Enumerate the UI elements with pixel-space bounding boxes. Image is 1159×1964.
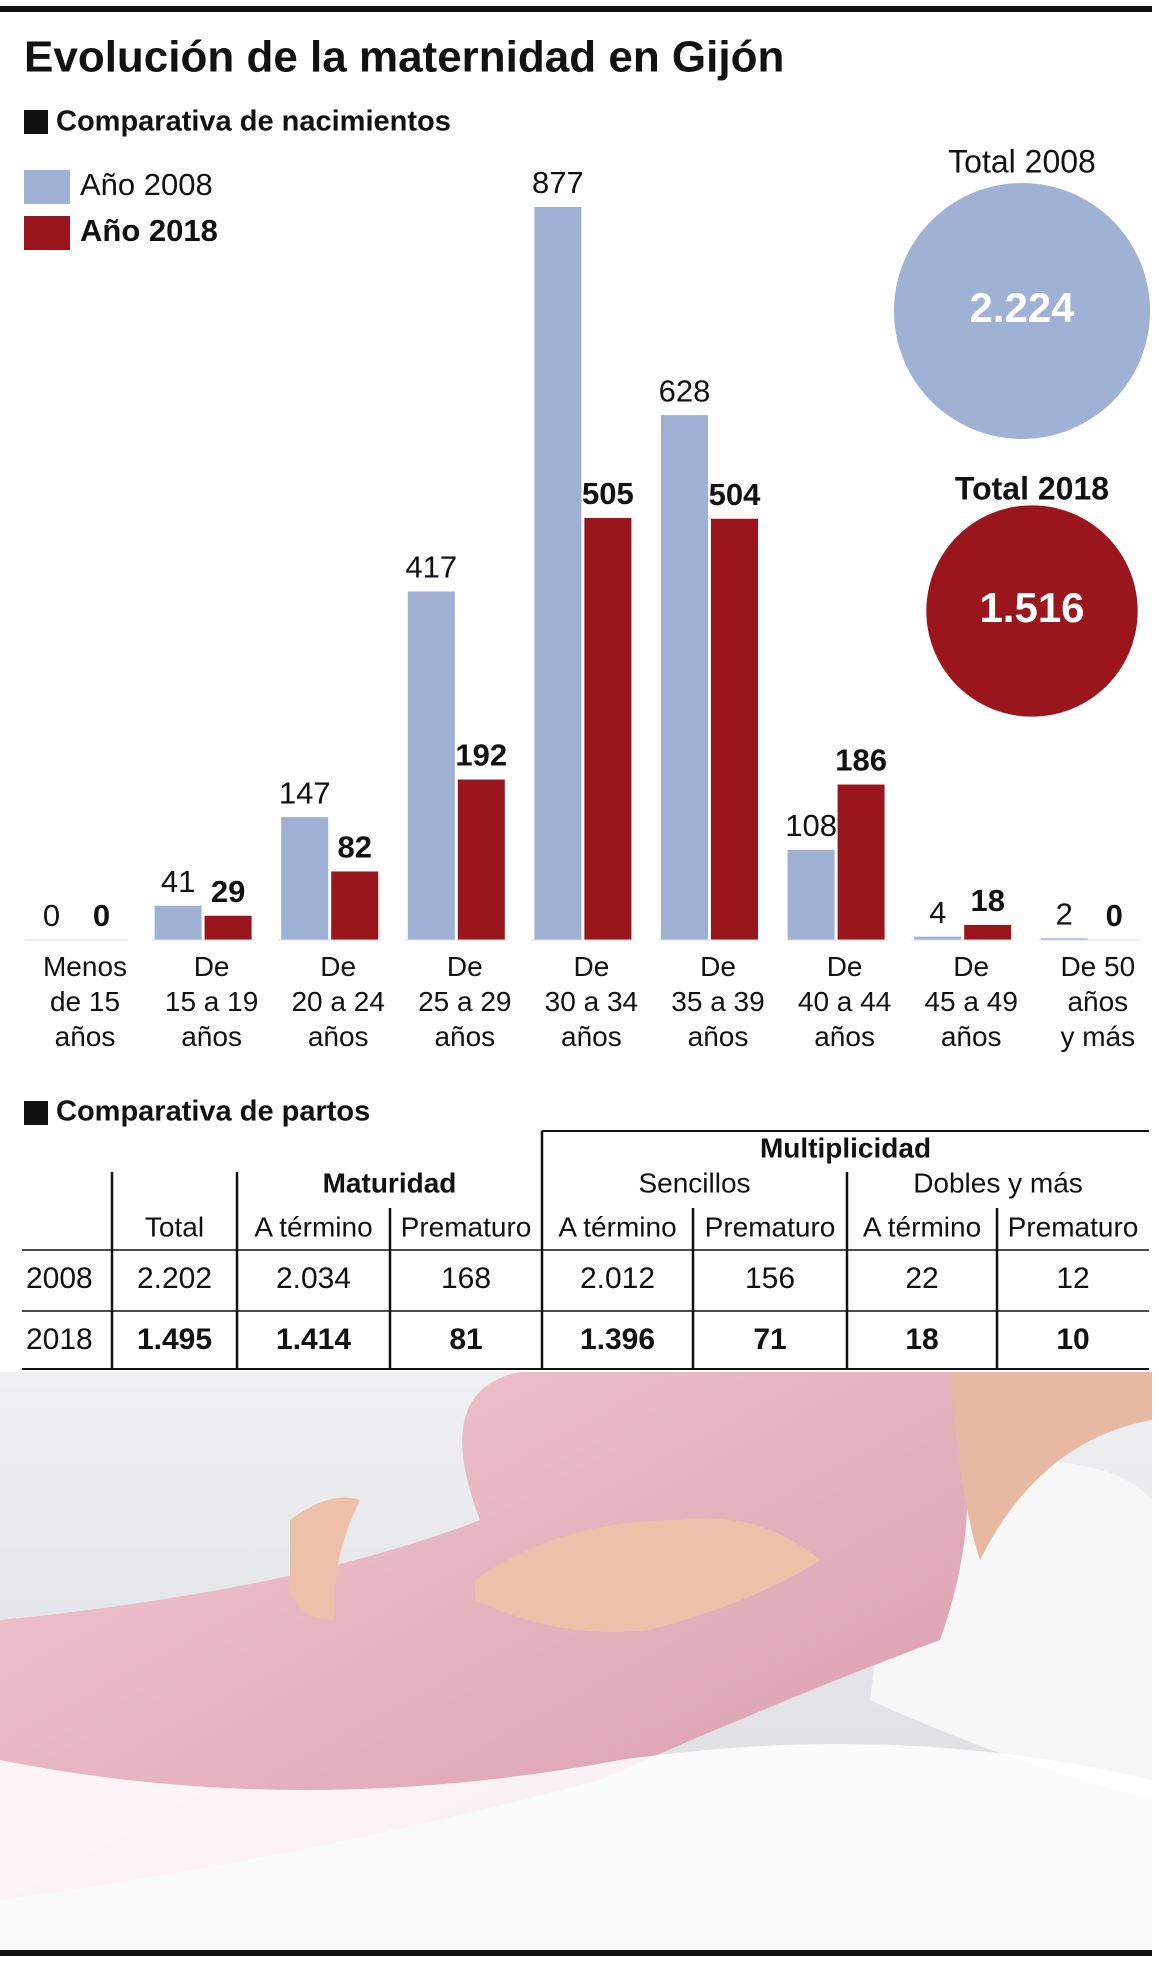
bar (787, 849, 835, 940)
legend-label: Año 2018 (80, 213, 218, 248)
x-tick-label: De 20 a 24 años (291, 951, 385, 1052)
value-label: 628 (659, 373, 711, 408)
total-value: 1.516 (979, 584, 1084, 631)
bar (154, 905, 202, 940)
table-cell: 22 (905, 1262, 938, 1295)
subgroup-header: Sencillos (638, 1167, 750, 1198)
table-cell: 156 (745, 1262, 795, 1295)
bar (661, 415, 708, 940)
value-label: 505 (582, 476, 634, 511)
row-header: 2018 (26, 1323, 93, 1356)
value-label: 2 (1056, 897, 1073, 932)
total-circle (894, 183, 1150, 439)
column-header: A término (558, 1211, 676, 1242)
subgroup-header: Dobles y más (913, 1167, 1083, 1198)
value-label: 186 (835, 743, 887, 778)
table-cell: 2.202 (137, 1262, 212, 1295)
x-tick-label: De 25 a 29 años (418, 951, 512, 1052)
value-label: 192 (455, 738, 507, 773)
table-cell: 12 (1056, 1262, 1089, 1295)
photo (0, 1372, 1152, 1956)
x-tick-label: Menos de 15 años (42, 951, 128, 1052)
bar (1040, 938, 1088, 940)
table-cell: 168 (441, 1262, 491, 1295)
bar (281, 817, 329, 940)
bar (331, 871, 379, 940)
bar (204, 915, 252, 940)
table-cell: 10 (1056, 1323, 1089, 1356)
table-cell: 81 (449, 1323, 482, 1356)
value-label: 877 (532, 165, 584, 200)
table-cell: 18 (905, 1323, 938, 1356)
top-rule (0, 6, 1152, 12)
total-circle (926, 505, 1138, 717)
table-cell: 1.396 (580, 1323, 655, 1356)
total-label: Total 2018 (955, 470, 1109, 506)
value-label: 417 (405, 550, 457, 585)
table-cell: 1.495 (137, 1323, 212, 1356)
bar (964, 924, 1012, 940)
column-header: Prematuro (1008, 1211, 1139, 1242)
value-label: 29 (211, 874, 245, 909)
table-title: Comparativa de partos (56, 1096, 370, 1128)
bullet (24, 1101, 48, 1125)
value-label: 4 (929, 895, 946, 930)
value-label: 108 (785, 808, 837, 843)
legend-swatch (24, 216, 70, 250)
total-label: Total 2008 (948, 143, 1096, 179)
x-tick-label: De 40 a 44 años (797, 951, 892, 1052)
group-header: Multiplicidad (760, 1132, 931, 1163)
table-cell: 2.012 (580, 1262, 655, 1295)
table-cell: 71 (753, 1323, 786, 1356)
x-tick-label: De 50 años y más (1060, 951, 1136, 1052)
value-label: 0 (1106, 898, 1123, 933)
chart-title: Evolución de la maternidad en Gijón (24, 33, 784, 82)
row-header: 2008 (26, 1262, 93, 1295)
column-header: A término (863, 1211, 981, 1242)
bar (711, 518, 758, 940)
bar (534, 207, 582, 940)
subgroup-header: Maturidad (323, 1167, 457, 1198)
legend-swatch (24, 170, 70, 204)
total-value: 2.224 (969, 284, 1075, 331)
column-header: A término (254, 1211, 372, 1242)
bar (837, 784, 885, 940)
column-header: Total (145, 1211, 204, 1242)
bar (407, 591, 455, 940)
subtitle: Comparativa de nacimientos (56, 106, 451, 138)
bullet (24, 110, 48, 134)
bar (914, 936, 962, 940)
column-header: Prematuro (401, 1211, 532, 1242)
table-cell: 2.034 (276, 1262, 351, 1295)
column-header: Prematuro (705, 1211, 836, 1242)
table-cell: 1.414 (276, 1323, 351, 1356)
value-label: 147 (279, 775, 331, 810)
x-tick-label: De 35 a 39 años (671, 951, 765, 1052)
x-tick-label: De 30 a 34 años (544, 951, 639, 1052)
value-label: 0 (93, 898, 110, 933)
legend-label: Año 2008 (80, 167, 213, 202)
x-tick-label: De 15 a 19 años (164, 951, 259, 1052)
value-label: 504 (709, 477, 761, 512)
bottom-rule (0, 1950, 1152, 1956)
bar (457, 779, 505, 940)
value-label: 41 (161, 864, 195, 899)
value-label: 0 (43, 898, 60, 933)
x-tick-label: De 45 a 49 años (924, 951, 1018, 1052)
bar (584, 517, 632, 940)
value-label: 18 (970, 883, 1004, 918)
value-label: 82 (337, 830, 371, 865)
